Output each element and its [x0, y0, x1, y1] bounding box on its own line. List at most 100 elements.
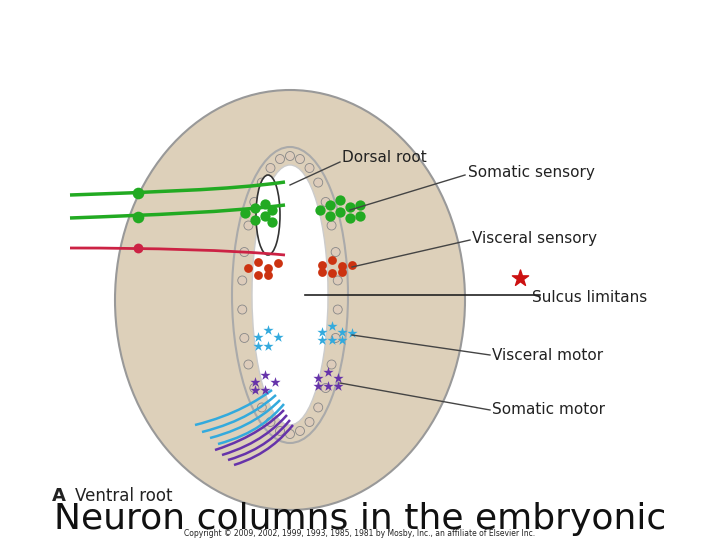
- Point: [249, 204, 261, 212]
- Circle shape: [331, 247, 340, 256]
- Point: [336, 262, 348, 271]
- Ellipse shape: [232, 147, 348, 443]
- Text: Neuron columns in the embryonic
spinal cord: Neuron columns in the embryonic spinal c…: [54, 502, 666, 540]
- Text: Sulcus limitans: Sulcus limitans: [532, 291, 647, 306]
- Circle shape: [286, 152, 294, 160]
- Text: Somatic sensory: Somatic sensory: [468, 165, 595, 179]
- Point: [272, 259, 284, 267]
- Circle shape: [333, 305, 342, 314]
- Point: [239, 208, 251, 217]
- Text: Visceral motor: Visceral motor: [492, 348, 603, 362]
- Point: [316, 268, 328, 276]
- Point: [314, 206, 325, 214]
- Circle shape: [266, 164, 275, 172]
- Point: [312, 382, 324, 390]
- Point: [334, 208, 346, 217]
- Circle shape: [295, 154, 305, 164]
- Text: Somatic motor: Somatic motor: [492, 402, 605, 417]
- Point: [326, 269, 338, 278]
- Circle shape: [333, 276, 342, 285]
- Point: [323, 368, 334, 376]
- Point: [332, 382, 343, 390]
- Point: [354, 201, 366, 210]
- Circle shape: [257, 403, 266, 412]
- Circle shape: [244, 221, 253, 230]
- Circle shape: [244, 360, 253, 369]
- Ellipse shape: [252, 165, 328, 425]
- Point: [316, 336, 328, 345]
- Circle shape: [240, 334, 249, 342]
- Text: Ventral root: Ventral root: [75, 487, 173, 505]
- Circle shape: [331, 334, 340, 342]
- Point: [336, 268, 348, 276]
- Point: [262, 271, 274, 279]
- Circle shape: [305, 417, 314, 427]
- Point: [266, 206, 278, 214]
- Point: [132, 244, 144, 252]
- Point: [242, 264, 253, 272]
- Point: [336, 328, 348, 336]
- Circle shape: [327, 221, 336, 230]
- Point: [252, 271, 264, 279]
- Point: [259, 200, 271, 208]
- Text: Copyright © 2009, 2002, 1999, 1993, 1985, 1981 by Mosby, Inc., an affiliate of E: Copyright © 2009, 2002, 1999, 1993, 1985…: [184, 529, 536, 537]
- Point: [266, 218, 278, 226]
- Text: Dorsal root: Dorsal root: [342, 151, 427, 165]
- Point: [269, 377, 281, 386]
- Point: [344, 202, 356, 211]
- Point: [132, 213, 144, 221]
- Circle shape: [266, 417, 275, 427]
- Circle shape: [238, 276, 247, 285]
- Point: [326, 255, 338, 264]
- Point: [334, 195, 346, 204]
- Circle shape: [240, 247, 249, 256]
- Point: [316, 328, 328, 336]
- Point: [262, 326, 274, 334]
- Point: [332, 374, 343, 382]
- Point: [326, 336, 338, 345]
- Point: [324, 201, 336, 210]
- Point: [312, 374, 324, 382]
- Point: [132, 188, 144, 197]
- Text: Visceral sensory: Visceral sensory: [472, 231, 597, 246]
- Point: [259, 386, 271, 394]
- Point: [249, 215, 261, 224]
- Circle shape: [295, 427, 305, 435]
- Ellipse shape: [115, 90, 465, 510]
- Point: [514, 274, 526, 282]
- Point: [324, 212, 336, 220]
- Point: [252, 258, 264, 266]
- Circle shape: [321, 198, 330, 206]
- Point: [262, 264, 274, 272]
- Point: [262, 342, 274, 350]
- Circle shape: [276, 154, 284, 164]
- Point: [354, 212, 366, 220]
- Ellipse shape: [256, 175, 280, 255]
- Point: [252, 333, 264, 341]
- Circle shape: [286, 429, 294, 438]
- Circle shape: [314, 403, 323, 412]
- Circle shape: [238, 305, 247, 314]
- Circle shape: [327, 360, 336, 369]
- Point: [316, 261, 328, 269]
- Text: A: A: [52, 487, 66, 505]
- Point: [252, 342, 264, 350]
- Point: [249, 377, 261, 386]
- Circle shape: [314, 178, 323, 187]
- Circle shape: [257, 178, 266, 187]
- Point: [259, 370, 271, 379]
- Point: [326, 322, 338, 330]
- Point: [346, 261, 358, 269]
- Circle shape: [250, 198, 258, 206]
- Circle shape: [250, 383, 258, 393]
- Circle shape: [305, 164, 314, 172]
- Point: [346, 329, 358, 338]
- Point: [336, 336, 348, 345]
- Point: [323, 382, 334, 390]
- Circle shape: [321, 383, 330, 393]
- Point: [272, 333, 284, 341]
- Point: [249, 386, 261, 394]
- Point: [344, 214, 356, 222]
- Circle shape: [276, 427, 284, 435]
- Point: [259, 212, 271, 220]
